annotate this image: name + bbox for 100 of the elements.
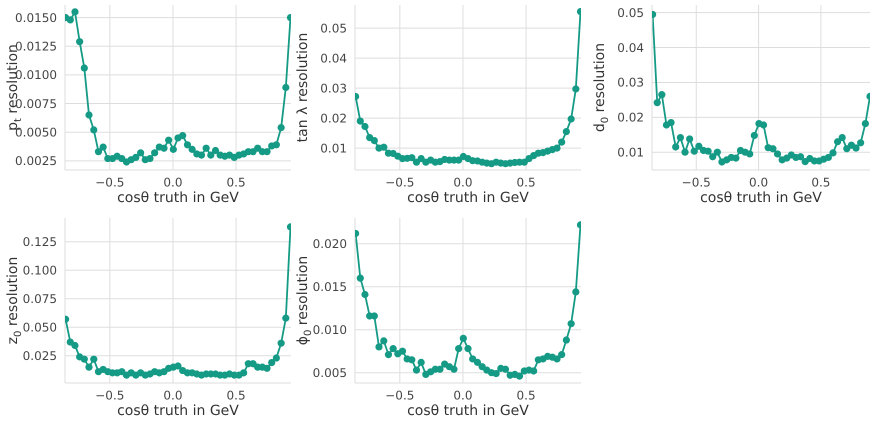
point bbox=[568, 115, 575, 123]
x-axis-title: cosθ truth in GeV bbox=[117, 190, 240, 206]
x-axis-title: cosθ truth in GeV bbox=[700, 190, 822, 206]
point bbox=[553, 144, 561, 152]
y-tick-label: 0.02 bbox=[320, 111, 347, 126]
point bbox=[160, 144, 168, 152]
point bbox=[179, 132, 186, 140]
x-tick-label: −0.5 bbox=[385, 388, 414, 403]
y-tick-label: 0.005 bbox=[312, 366, 347, 380]
x-axis-title: cosθ truth in GeV bbox=[407, 403, 530, 419]
point bbox=[769, 145, 777, 152]
point bbox=[278, 124, 285, 132]
point bbox=[268, 358, 276, 366]
point bbox=[356, 274, 364, 282]
x-tick-label: 0.5 bbox=[516, 176, 536, 190]
point bbox=[852, 144, 860, 152]
y-tick-label: 0.03 bbox=[320, 81, 347, 96]
x-tick-label: 0.5 bbox=[811, 176, 830, 190]
point bbox=[553, 355, 561, 363]
point bbox=[676, 134, 684, 142]
point bbox=[750, 132, 758, 140]
point bbox=[654, 99, 661, 106]
x-tick-label: −0.5 bbox=[385, 176, 414, 190]
point bbox=[207, 152, 214, 159]
x-tick-label: −0.5 bbox=[682, 176, 711, 190]
point bbox=[66, 16, 74, 24]
point bbox=[184, 141, 192, 148]
point bbox=[90, 126, 98, 134]
point bbox=[558, 351, 566, 358]
point bbox=[408, 356, 416, 364]
point bbox=[390, 345, 397, 352]
point bbox=[272, 141, 280, 148]
point bbox=[361, 290, 369, 298]
x-axis-title: cosθ truth in GeV bbox=[407, 190, 530, 206]
x-tick-label: 0.0 bbox=[749, 176, 768, 190]
point bbox=[85, 364, 93, 371]
point bbox=[516, 372, 524, 380]
y-tick-label: 0.01 bbox=[320, 141, 347, 156]
point bbox=[562, 128, 570, 136]
point bbox=[94, 148, 102, 156]
x-tick-label: 0.5 bbox=[516, 388, 536, 403]
y-tick-label: 0.0025 bbox=[15, 154, 57, 168]
x-axis-title: cosθ truth in GeV bbox=[117, 403, 240, 419]
point bbox=[151, 149, 158, 156]
point bbox=[502, 366, 510, 373]
point bbox=[356, 118, 364, 125]
y-tick-label: 0.05 bbox=[320, 21, 347, 36]
point bbox=[132, 154, 140, 161]
point bbox=[146, 154, 154, 162]
x-tick-label: −0.5 bbox=[95, 176, 124, 190]
point bbox=[562, 336, 570, 344]
point bbox=[568, 320, 575, 328]
point bbox=[530, 367, 538, 375]
point bbox=[824, 154, 832, 162]
point bbox=[80, 64, 88, 72]
point bbox=[165, 136, 172, 144]
y-axis-title: tan λ resolution bbox=[294, 32, 311, 142]
x-tick-label: −0.5 bbox=[95, 388, 124, 403]
y-tick-label: 0.05 bbox=[617, 6, 644, 20]
point bbox=[85, 111, 93, 119]
point bbox=[829, 149, 837, 157]
point bbox=[412, 158, 420, 166]
point bbox=[572, 288, 580, 296]
point bbox=[672, 143, 680, 151]
point bbox=[202, 144, 210, 152]
point bbox=[558, 138, 566, 146]
y-tick-label: 0.100 bbox=[22, 263, 57, 278]
y-tick-label: 0.015 bbox=[312, 280, 347, 294]
y-tick-label: 0.01 bbox=[617, 145, 644, 160]
point bbox=[100, 143, 107, 151]
point bbox=[408, 154, 416, 162]
point bbox=[198, 152, 206, 159]
point bbox=[714, 148, 721, 156]
y-tick-label: 0.025 bbox=[22, 349, 57, 364]
point bbox=[240, 369, 248, 376]
y-tick-label: 0.0150 bbox=[15, 10, 57, 25]
point bbox=[572, 85, 580, 93]
point bbox=[760, 121, 768, 129]
point bbox=[272, 354, 280, 362]
point bbox=[838, 134, 846, 142]
point bbox=[370, 137, 378, 144]
point bbox=[263, 364, 271, 372]
point bbox=[380, 144, 388, 151]
point bbox=[834, 138, 842, 146]
point bbox=[469, 355, 476, 363]
point bbox=[76, 38, 84, 46]
point bbox=[188, 146, 196, 153]
point bbox=[361, 122, 369, 130]
point bbox=[667, 118, 675, 126]
point bbox=[418, 358, 425, 366]
point bbox=[732, 154, 740, 162]
point bbox=[278, 340, 285, 347]
point bbox=[384, 351, 392, 358]
y-tick-label: 0.050 bbox=[22, 320, 57, 334]
point bbox=[774, 150, 782, 158]
point bbox=[71, 8, 79, 16]
y-tick-label: 0.04 bbox=[617, 40, 644, 55]
y-tick-label: 0.125 bbox=[22, 234, 57, 249]
point bbox=[170, 146, 177, 153]
point bbox=[746, 150, 754, 158]
